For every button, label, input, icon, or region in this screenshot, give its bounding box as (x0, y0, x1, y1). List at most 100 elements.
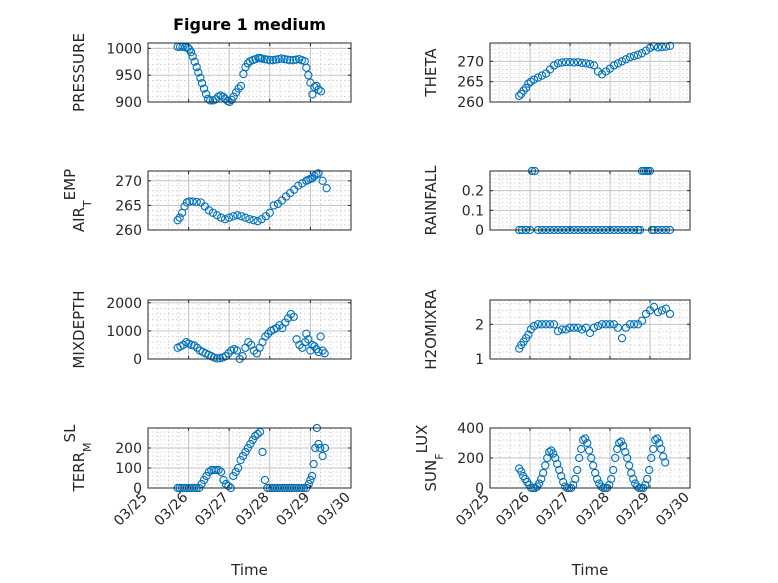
data-point (617, 334, 627, 343)
data-point (253, 429, 262, 439)
y-tick-label: 0.2 (462, 184, 484, 200)
data-point (314, 439, 323, 449)
data-point (573, 57, 583, 67)
data-point (237, 212, 246, 221)
data-point (619, 441, 628, 451)
data-point (555, 465, 564, 475)
data-point (609, 61, 619, 70)
x-axis-label: Time (571, 561, 609, 579)
data-point (524, 330, 533, 339)
data-point (585, 60, 595, 69)
axes-frame (147, 427, 352, 489)
data-point (625, 320, 635, 329)
y-tick-label: 0 (133, 481, 142, 497)
y-axis-label: SUNFLUX (413, 425, 446, 492)
data-point (225, 213, 234, 222)
data-point (260, 475, 270, 485)
data-point (653, 307, 663, 317)
data-point (549, 320, 559, 329)
y-tick-label: 200 (457, 451, 484, 467)
data-series (515, 41, 675, 101)
panel-1: 900 950 1000 PRESSURE (70, 33, 352, 112)
data-point (186, 47, 196, 57)
data-point (549, 61, 559, 70)
data-point (224, 349, 233, 358)
data-point (212, 211, 222, 220)
x-tick-label: 03/30 (314, 490, 354, 530)
data-point (524, 79, 533, 88)
data-point (617, 437, 626, 446)
data-point (292, 55, 301, 64)
y-tick-label: 0 (475, 223, 484, 239)
data-point (204, 467, 214, 477)
data-point (577, 325, 587, 334)
data-point (201, 89, 211, 99)
data-point (251, 431, 260, 441)
data-point (551, 453, 560, 463)
data-point (212, 465, 221, 475)
axes-frame (489, 299, 691, 360)
data-point (587, 453, 596, 463)
data-point (190, 57, 199, 66)
x-tick-label: 03/26 (152, 489, 192, 529)
data-point (573, 465, 582, 475)
data-point (224, 481, 233, 491)
data-point (629, 51, 639, 61)
data-point (264, 329, 273, 338)
data-point (545, 447, 554, 457)
data-point (581, 323, 591, 332)
data-point (208, 208, 218, 217)
y-axis-label: AIRTEMP (61, 169, 94, 232)
data-point (657, 306, 667, 315)
data-point (314, 85, 323, 94)
data-point (188, 197, 197, 206)
data-point (202, 471, 211, 481)
data-point (569, 323, 579, 332)
data-point (613, 323, 623, 332)
x-tick-label: 03/29 (273, 490, 313, 530)
data-point (553, 459, 562, 469)
data-point (589, 461, 598, 470)
data-point (589, 61, 599, 70)
data-point (561, 325, 571, 334)
data-point (283, 314, 293, 323)
data-point (557, 58, 567, 67)
y-tick-label: 900 (115, 95, 142, 111)
data-point (541, 320, 551, 329)
y-tick-label: 950 (115, 68, 142, 84)
axes-frame (489, 170, 691, 231)
data-point (238, 352, 247, 361)
data-point (581, 59, 591, 68)
data-point (318, 176, 327, 185)
y-tick-label: 270 (115, 174, 142, 190)
data-point (565, 323, 575, 332)
data-point (617, 57, 627, 66)
data-point (609, 465, 618, 475)
data-point (289, 312, 298, 322)
data-point (529, 75, 539, 84)
data-point (233, 463, 243, 473)
data-point (647, 453, 656, 463)
y-axis-label: PRESSURE (70, 33, 88, 112)
data-point (196, 73, 205, 83)
data-point (280, 54, 289, 64)
data-point (272, 323, 281, 333)
axes-frame (147, 299, 352, 360)
x-tick-label: 03/29 (613, 490, 653, 530)
data-point (597, 320, 607, 329)
data-point (633, 50, 643, 59)
data-point (310, 171, 319, 181)
data-point (236, 455, 245, 465)
data-point (577, 444, 586, 454)
data-point (248, 435, 257, 445)
data-point (173, 216, 182, 225)
y-tick-label: 2000 (106, 296, 142, 312)
data-point (199, 475, 209, 485)
data-point (607, 474, 616, 484)
panel-7: 0 100 200 03/25 03/26 03/27 03/28 03/29 03/30 Tim… (61, 423, 354, 579)
data-point (236, 81, 246, 91)
data-point (281, 318, 290, 327)
data-point (229, 212, 238, 221)
